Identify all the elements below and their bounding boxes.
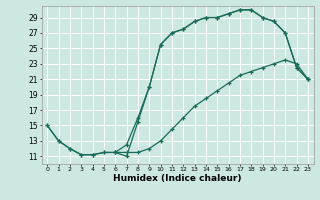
X-axis label: Humidex (Indice chaleur): Humidex (Indice chaleur): [113, 174, 242, 183]
